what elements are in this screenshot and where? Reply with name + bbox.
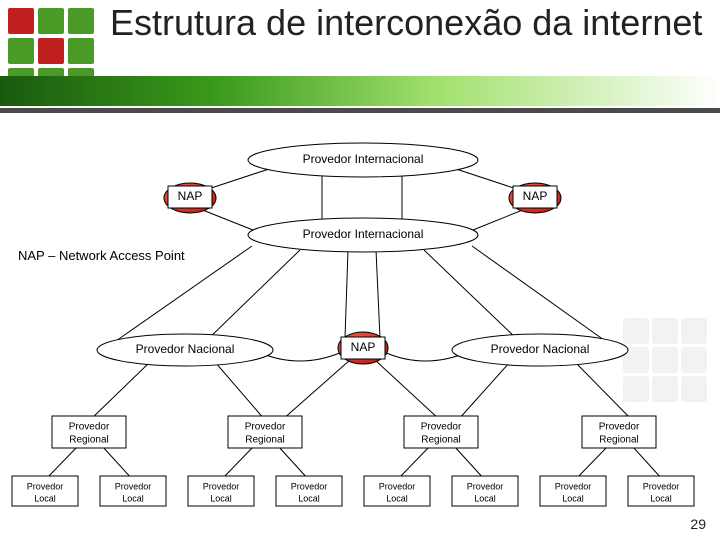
svg-text:Regional: Regional: [245, 435, 284, 446]
svg-text:Regional: Regional: [599, 435, 638, 446]
slide-title: Estrutura de interconexão da internet: [110, 4, 710, 43]
local-row: Provedor Local Provedor Local Provedor Loca…: [12, 476, 694, 506]
svg-text:Provedor: Provedor: [555, 481, 592, 491]
regional-1: Provedor Regional: [52, 416, 126, 448]
svg-text:Local: Local: [562, 493, 584, 503]
svg-text:Provedor: Provedor: [203, 481, 240, 491]
svg-text:Provedor: Provedor: [643, 481, 680, 491]
svg-text:Provedor: Provedor: [245, 422, 286, 433]
nap-right-label: NAP: [523, 189, 548, 203]
hierarchy-diagram: Provedor Internacional NAP NAP Provedor …: [0, 120, 720, 520]
svg-text:Local: Local: [386, 493, 408, 503]
svg-text:Provedor: Provedor: [69, 422, 110, 433]
nap-left-label: NAP: [178, 189, 203, 203]
svg-text:Local: Local: [34, 493, 56, 503]
svg-text:Provedor: Provedor: [421, 422, 462, 433]
regional-3: Provedor Regional: [404, 416, 478, 448]
svg-text:Provedor: Provedor: [379, 481, 416, 491]
header-underline: [0, 108, 720, 113]
svg-text:Local: Local: [650, 493, 672, 503]
svg-text:Provedor: Provedor: [599, 422, 640, 433]
svg-text:Provedor: Provedor: [467, 481, 504, 491]
svg-text:Provedor: Provedor: [27, 481, 64, 491]
intl-provider-2-label: Provedor Internacional: [303, 227, 424, 241]
svg-text:Regional: Regional: [69, 435, 108, 446]
page-number: 29: [690, 516, 706, 532]
svg-text:Provedor: Provedor: [115, 481, 152, 491]
svg-text:Local: Local: [210, 493, 232, 503]
regional-2: Provedor Regional: [228, 416, 302, 448]
nap-center-label: NAP: [351, 340, 376, 354]
svg-text:Regional: Regional: [421, 435, 460, 446]
svg-text:Local: Local: [298, 493, 320, 503]
header-gradient: [0, 76, 720, 106]
svg-text:Local: Local: [122, 493, 144, 503]
national-right-label: Provedor Nacional: [491, 342, 590, 356]
legend-text: NAP – Network Access Point: [18, 248, 185, 263]
svg-text:Local: Local: [474, 493, 496, 503]
regional-4: Provedor Regional: [582, 416, 656, 448]
intl-provider-1-label: Provedor Internacional: [303, 152, 424, 166]
national-left-label: Provedor Nacional: [136, 342, 235, 356]
svg-text:Provedor: Provedor: [291, 481, 328, 491]
